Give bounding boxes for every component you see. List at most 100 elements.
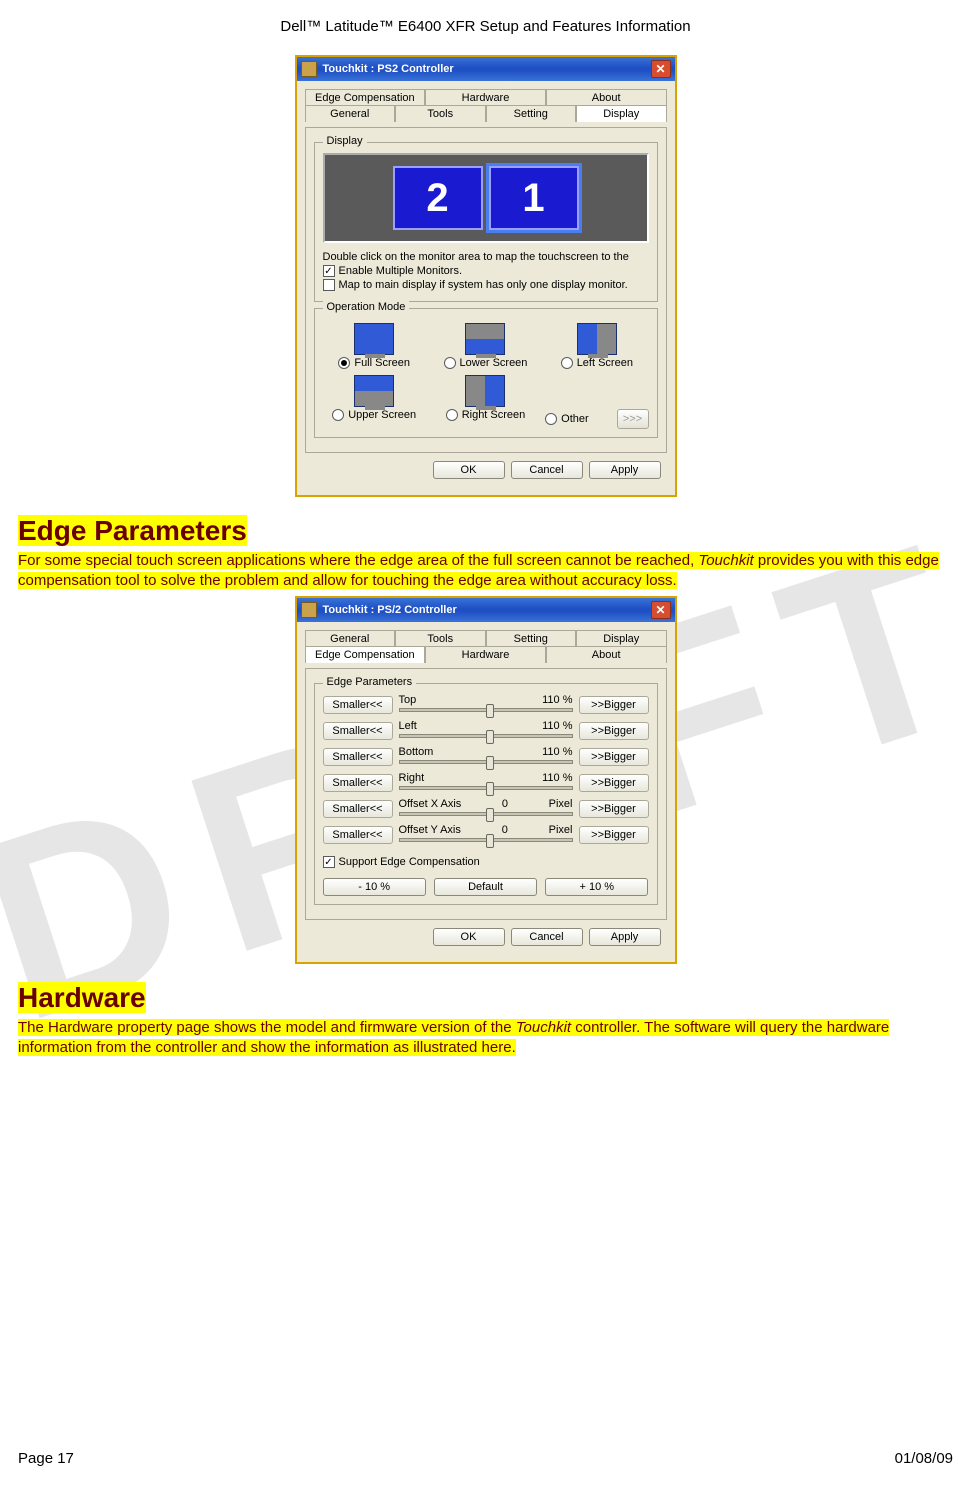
slider-track[interactable]: [399, 708, 573, 712]
tabs: Edge Compensation Hardware About General…: [305, 89, 667, 122]
xp-window-edge: Touchkit : PS/2 Controller ✕ General Too…: [295, 596, 677, 964]
checkbox-icon: [323, 279, 335, 291]
para-edge: For some special touch screen applicatio…: [18, 552, 939, 589]
group-op-legend: Operation Mode: [323, 301, 410, 313]
op-lower-screen[interactable]: Lower Screen: [434, 323, 537, 369]
edge-row: Smaller<< Top 110 % >>Bigger: [323, 694, 649, 716]
cancel-button[interactable]: Cancel: [511, 928, 583, 946]
op-label: Right Screen: [462, 409, 526, 421]
op-right-screen[interactable]: Right Screen: [434, 375, 537, 429]
slider-track[interactable]: [399, 838, 573, 842]
bigger-button[interactable]: >>Bigger: [579, 748, 649, 766]
plus-10-button[interactable]: + 10 %: [545, 878, 648, 896]
edge-row: Smaller<< Left110 % >>Bigger: [323, 720, 649, 742]
monitor-2[interactable]: 2: [393, 166, 483, 230]
op-label: Full Screen: [354, 357, 410, 369]
tab-hardware[interactable]: Hardware: [425, 89, 546, 106]
ok-button[interactable]: OK: [433, 928, 505, 946]
smaller-button[interactable]: Smaller<<: [323, 800, 393, 818]
slider-thumb[interactable]: [486, 730, 494, 744]
cb-map-main[interactable]: Map to main display if system has only o…: [323, 279, 649, 291]
op-label: Left Screen: [577, 357, 633, 369]
bigger-button[interactable]: >>Bigger: [579, 826, 649, 844]
smaller-button[interactable]: Smaller<<: [323, 826, 393, 844]
smaller-button[interactable]: Smaller<<: [323, 722, 393, 740]
screen-icon: [577, 323, 617, 355]
cancel-button[interactable]: Cancel: [511, 461, 583, 479]
tab-general[interactable]: General: [305, 105, 396, 122]
slider-label: Bottom: [399, 746, 434, 758]
ok-button[interactable]: OK: [433, 461, 505, 479]
screen-icon: [354, 375, 394, 407]
slider-thumb[interactable]: [486, 808, 494, 822]
slider-label: Offset X Axis: [399, 798, 462, 810]
slider-value: 110 %: [542, 746, 572, 758]
apply-button[interactable]: Apply: [589, 461, 661, 479]
xp-window-display: Touchkit : PS2 Controller ✕ Edge Compens…: [295, 55, 677, 497]
slider-track[interactable]: [399, 812, 573, 816]
op-other[interactable]: Other >>>: [545, 375, 648, 429]
monitor-area[interactable]: 2 1: [323, 153, 649, 243]
page-header: Dell™ Latitude™ E6400 XFR Setup and Feat…: [18, 18, 953, 35]
apply-button[interactable]: Apply: [589, 928, 661, 946]
radio-icon: [444, 357, 456, 369]
bigger-button[interactable]: >>Bigger: [579, 696, 649, 714]
cb-support-edge[interactable]: Support Edge Compensation: [323, 856, 649, 868]
close-icon[interactable]: ✕: [651, 601, 671, 619]
slider-value: 110 %: [542, 772, 572, 784]
smaller-button[interactable]: Smaller<<: [323, 774, 393, 792]
slider-thumb[interactable]: [486, 704, 494, 718]
cb-enable-multiple[interactable]: Enable Multiple Monitors.: [323, 265, 649, 277]
tab-setting[interactable]: Setting: [486, 630, 577, 647]
heading-edge-parameters: Edge Parameters: [18, 515, 247, 546]
tab-about[interactable]: About: [546, 89, 667, 106]
slider-unit: Pixel: [549, 798, 573, 810]
slider-track[interactable]: [399, 786, 573, 790]
slider-cell: Right 110 %: [399, 772, 573, 794]
tab-tools[interactable]: Tools: [395, 105, 486, 122]
bigger-button[interactable]: >>Bigger: [579, 722, 649, 740]
op-upper-screen[interactable]: Upper Screen: [323, 375, 426, 429]
checkbox-icon: [323, 265, 335, 277]
page-number: Page 17: [18, 1450, 74, 1467]
bigger-button[interactable]: >>Bigger: [579, 800, 649, 818]
tab-display[interactable]: Display: [576, 630, 667, 647]
slider-thumb[interactable]: [486, 782, 494, 796]
slider-thumb[interactable]: [486, 834, 494, 848]
tab-general[interactable]: General: [305, 630, 396, 647]
edge-row: Smaller<< Offset X Axis 0 Pixel >>Bigger: [323, 798, 649, 820]
page-footer: Page 17 01/08/09: [18, 1450, 953, 1467]
hint-text: Double click on the monitor area to map …: [323, 251, 649, 263]
tab-tools[interactable]: Tools: [395, 630, 486, 647]
screen-icon: [577, 375, 617, 407]
default-button[interactable]: Default: [434, 878, 537, 896]
slider-value: 0: [502, 798, 508, 810]
op-full-screen[interactable]: Full Screen: [323, 323, 426, 369]
bigger-button[interactable]: >>Bigger: [579, 774, 649, 792]
tab-edge-compensation[interactable]: Edge Compensation: [305, 646, 426, 663]
slider-value: 110 %: [542, 720, 572, 732]
slider-value: 110 %: [542, 694, 572, 706]
smaller-button[interactable]: Smaller<<: [323, 696, 393, 714]
slider-track[interactable]: [399, 760, 573, 764]
tab-hardware[interactable]: Hardware: [425, 646, 546, 663]
slider-value: 0: [502, 824, 508, 836]
op-left-screen[interactable]: Left Screen: [545, 323, 648, 369]
tab-about[interactable]: About: [546, 646, 667, 663]
tab-edge-compensation[interactable]: Edge Compensation: [305, 89, 426, 106]
minus-10-button[interactable]: - 10 %: [323, 878, 426, 896]
tab-display[interactable]: Display: [576, 105, 667, 122]
slider-thumb[interactable]: [486, 756, 494, 770]
slider-label: Right: [399, 772, 425, 784]
slider-label: Top: [399, 694, 417, 706]
slider-cell: Offset Y Axis0Pixel: [399, 824, 573, 846]
checkbox-icon: [323, 856, 335, 868]
slider-cell: Left110 %: [399, 720, 573, 742]
other-expand-button[interactable]: >>>: [617, 409, 649, 429]
slider-track[interactable]: [399, 734, 573, 738]
group-display-legend: Display: [323, 135, 367, 147]
close-icon[interactable]: ✕: [651, 60, 671, 78]
tab-setting[interactable]: Setting: [486, 105, 577, 122]
smaller-button[interactable]: Smaller<<: [323, 748, 393, 766]
monitor-1[interactable]: 1: [489, 166, 579, 230]
